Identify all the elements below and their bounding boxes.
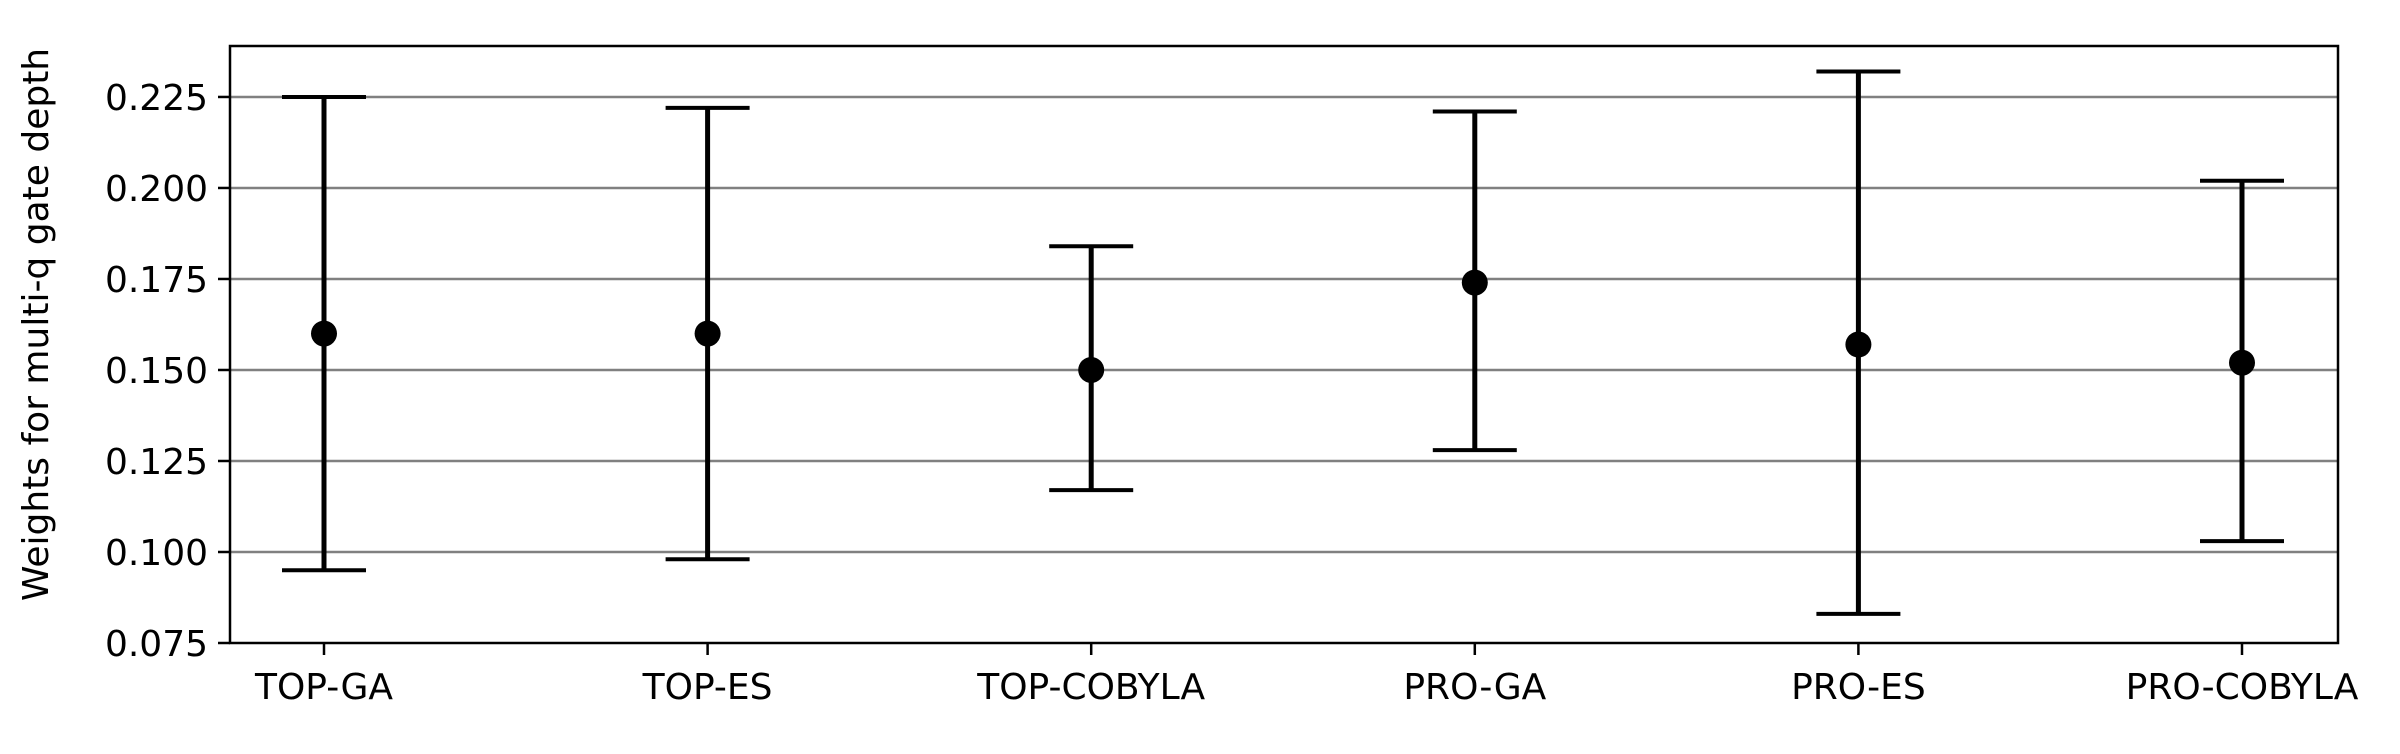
grid-lines bbox=[230, 95, 2338, 554]
x-tick-label: PRO-ES bbox=[1791, 667, 1926, 708]
mean-point bbox=[694, 320, 721, 347]
mean-point bbox=[2229, 349, 2255, 376]
x-tick-label: TOP-ES bbox=[642, 667, 773, 708]
x-tick-label: PRO-GA bbox=[1403, 667, 1546, 708]
x-tick-label: TOP-COBYLA bbox=[976, 667, 1205, 708]
y-tick-label: 0.175 bbox=[105, 260, 208, 301]
mean-point bbox=[311, 320, 337, 347]
y-tick-label: 0.225 bbox=[105, 78, 208, 119]
y-tick-label: 0.150 bbox=[105, 351, 208, 392]
y-axis-label: Weights for multi-q gate depth bbox=[16, 48, 57, 601]
y-tick-label: 0.125 bbox=[105, 442, 208, 483]
x-tick-label: TOP-GA bbox=[254, 667, 393, 708]
x-axis-ticks: TOP-GA TOP-ES TOP-COBYLA PRO-GA PRO-ES PRO-CO… bbox=[254, 643, 2359, 708]
x-tick-label: PRO-COBYLA bbox=[2126, 667, 2359, 708]
y-tick-label: 0.100 bbox=[105, 533, 208, 574]
mean-point bbox=[1078, 356, 1105, 383]
plot-area-frame bbox=[228, 44, 2340, 645]
y-tick-label: 0.075 bbox=[105, 624, 208, 665]
mean-points bbox=[311, 269, 2255, 383]
y-tick-label: 0.200 bbox=[105, 169, 208, 210]
y-axis-ticks: 0.075 0.100 0.125 0.150 0.175 0.200 0.225 bbox=[105, 78, 230, 665]
mean-point bbox=[1845, 331, 1872, 358]
mean-point bbox=[1461, 269, 1488, 296]
error-bars bbox=[282, 69, 2284, 616]
